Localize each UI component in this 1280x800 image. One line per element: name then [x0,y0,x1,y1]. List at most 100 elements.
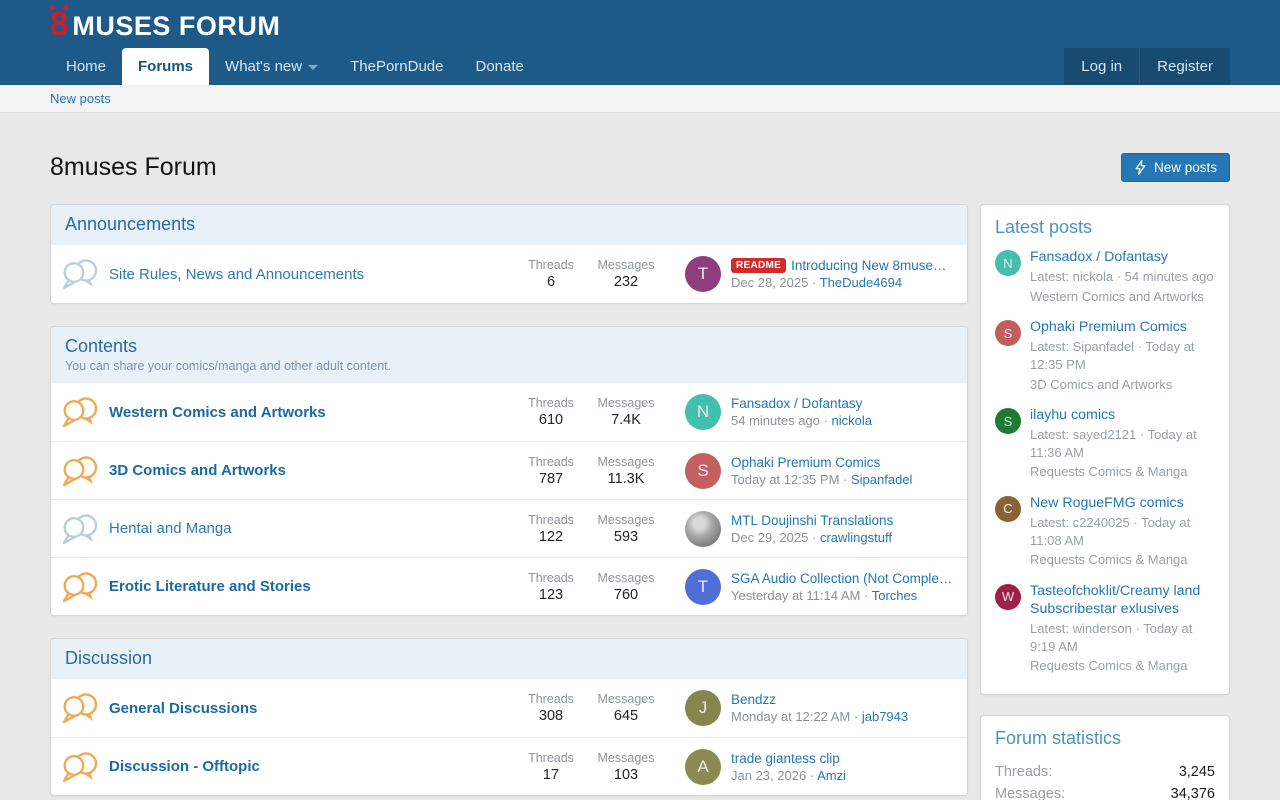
avatar[interactable]: N [995,250,1021,276]
subnav-new-posts-link[interactable]: New posts [50,91,111,106]
category-header[interactable]: Discussion [51,639,967,679]
latest-thread-link[interactable]: SGA Audio Collection (Not Complet... [731,570,953,586]
avatar[interactable]: T [685,568,721,605]
latest-thread-link[interactable]: Ophaki Premium Comics [731,454,881,470]
forum-node-3d-comics[interactable]: 3D Comics and Artworks Threads 787 Messa… [51,441,967,499]
latest-date: Monday at 12:22 AM [731,709,851,724]
latest-post-link[interactable]: ilayhu comics [1030,407,1116,424]
nav-theporndude[interactable]: ThePornDude [350,58,444,75]
latest-meta: Dec 28, 2025 · TheDude4694 [731,275,953,290]
site-logo[interactable]: 8 MUSES FORUM [50,7,280,42]
threads-stat: Threads 787 [519,455,583,487]
sidebar: Latest posts N Fansadox / Dofantasy Late… [980,204,1230,800]
nav-donate[interactable]: Donate [475,58,524,75]
category-header[interactable]: Contents You can share your comics/manga… [51,327,967,383]
latest-post-item[interactable]: S ilayhu comics Latest: sayed2121 · Toda… [981,406,1229,481]
avatar[interactable]: S [995,408,1021,435]
meta-separator: · [843,471,848,487]
latest-thread-link[interactable]: Fansadox / Dofantasy [731,396,863,411]
category-announcements: Announcements Site Rules, News and Annou… [50,204,968,304]
avatar[interactable]: C [995,495,1021,522]
latest-user-link[interactable]: Sipanfadel [851,471,913,487]
forum-statistics-title: Forum statistics [995,727,1122,748]
meta-separator: · [811,529,817,545]
latest-date: Yesterday at 11:14 AM [731,587,861,603]
meta-separator: · [823,413,828,428]
latest-user-link[interactable]: nickola [831,413,872,428]
nav-home[interactable]: Home [66,58,107,75]
latest-thread-link[interactable]: Introducing New 8muses ... [791,258,953,273]
avatar[interactable]: W [995,583,1021,610]
latest-post-link[interactable]: Tasteofchoklit/Creamy land Subscribestar… [1030,582,1201,617]
forum-node-western-comics[interactable]: Western Comics and Artworks Threads 610 … [51,383,967,441]
forum-link[interactable]: Erotic Literature and Stories [109,578,311,595]
avatar-photo[interactable] [685,510,721,547]
sub-nav: New posts [0,85,1280,113]
nav-whats-new-label: What's new [225,58,303,75]
avatar[interactable]: A [685,748,721,785]
latest-meta: Monday at 12:22 AM · jab7943 [731,709,908,724]
latest-meta: 54 minutes ago · nickola [731,413,872,428]
forum-link[interactable]: General Discussions [109,699,258,717]
logo-8-devil-icon: 8 [50,4,69,42]
avatar[interactable]: J [685,690,721,726]
avatar[interactable]: N [685,394,721,430]
forum-node-discussion-offtopic[interactable]: Discussion - Offtopic Threads 17 Message… [51,737,967,795]
page-container: 8muses Forum New posts Announcements Sit… [50,113,1230,800]
forum-node-site-rules[interactable]: Site Rules, News and Announcements Threa… [51,245,967,303]
latest-thread-link[interactable]: trade giantess clip [731,750,840,766]
forum-link[interactable]: Site Rules, News and Announcements [109,265,365,283]
latest-post-info: N Fansadox / Dofantasy 54 minutes ago · … [685,394,953,430]
latest-thread-link[interactable]: MTL Doujinshi Translations [731,512,894,528]
latest-post-link[interactable]: New RogueFMG comics [1030,494,1184,511]
avatar[interactable]: S [685,452,721,489]
lightning-bolt-icon [1135,160,1146,175]
category-description: You can share your comics/manga and othe… [65,359,392,373]
avatar[interactable]: S [995,320,1021,347]
latest-post-forum: Requests Comics & Manga [1030,658,1188,674]
threads-label: Threads [528,396,574,410]
latest-post-item[interactable]: W Tasteofchoklit/Creamy land Subscribest… [981,582,1229,675]
register-button[interactable]: Register [1139,48,1230,85]
threads-label: Threads [528,258,574,272]
latest-post-item[interactable]: C New RogueFMG comics Latest: c2240025 ·… [981,494,1229,569]
forum-node-erotic-literature[interactable]: Erotic Literature and Stories Threads 12… [51,557,967,615]
forum-node-hentai-manga[interactable]: Hentai and Manga Threads 122 Messages 59… [51,499,967,557]
nav-forums[interactable]: Forums [122,48,210,85]
forum-node-general-discussions[interactable]: General Discussions Threads 308 Messages… [51,679,967,737]
nav-whats-new[interactable]: What's new [209,48,334,85]
threads-stat: Threads 308 [519,692,583,724]
latest-post-forum: Requests Comics & Manga [1030,464,1188,480]
latest-post-link[interactable]: Ophaki Premium Comics [1030,319,1187,336]
latest-user-link[interactable]: Amzi [817,767,846,783]
stat-label: Messages: [995,786,1066,800]
latest-user-link[interactable]: Torches [871,587,918,603]
forum-link[interactable]: 3D Comics and Artworks [109,462,286,479]
forum-link[interactable]: Western Comics and Artworks [109,403,326,421]
latest-post-item[interactable]: N Fansadox / Dofantasy Latest: nickola ·… [981,248,1229,305]
latest-user-link[interactable]: crawlingstuff [819,529,892,545]
messages-stat: Messages 593 [583,513,669,545]
forum-link[interactable]: Discussion - Offtopic [109,758,260,775]
latest-user-link[interactable]: TheDude4694 [819,275,903,290]
stat-value: 34,376 [1170,786,1215,800]
comments-icon [61,570,101,604]
latest-posts-widget: Latest posts N Fansadox / Dofantasy Late… [980,204,1230,695]
log-in-button[interactable]: Log in [1081,58,1123,75]
category-title: Contents [65,336,138,356]
messages-stat: Messages 760 [583,571,669,603]
latest-post-forum: Requests Comics & Manga [1030,552,1188,568]
latest-post-meta: Latest: winderson · Today at 9:19 AM [1030,621,1193,654]
category-header[interactable]: Announcements [51,205,967,245]
latest-post-meta: Latest: nickola · 54 minutes ago [1030,269,1214,285]
avatar[interactable]: T [685,256,721,292]
forum-link[interactable]: Hentai and Manga [109,520,232,537]
latest-thread-link[interactable]: Bendzz [731,692,777,707]
new-posts-button-label: New posts [1153,160,1217,175]
threads-value: 6 [546,274,556,290]
latest-post-link[interactable]: Fansadox / Dofantasy [1030,249,1169,265]
latest-user-link[interactable]: jab7943 [861,709,909,724]
threads-value: 308 [538,708,564,724]
latest-post-item[interactable]: S Ophaki Premium Comics Latest: Sipanfad… [981,318,1229,393]
new-posts-button[interactable]: New posts [1120,153,1230,182]
